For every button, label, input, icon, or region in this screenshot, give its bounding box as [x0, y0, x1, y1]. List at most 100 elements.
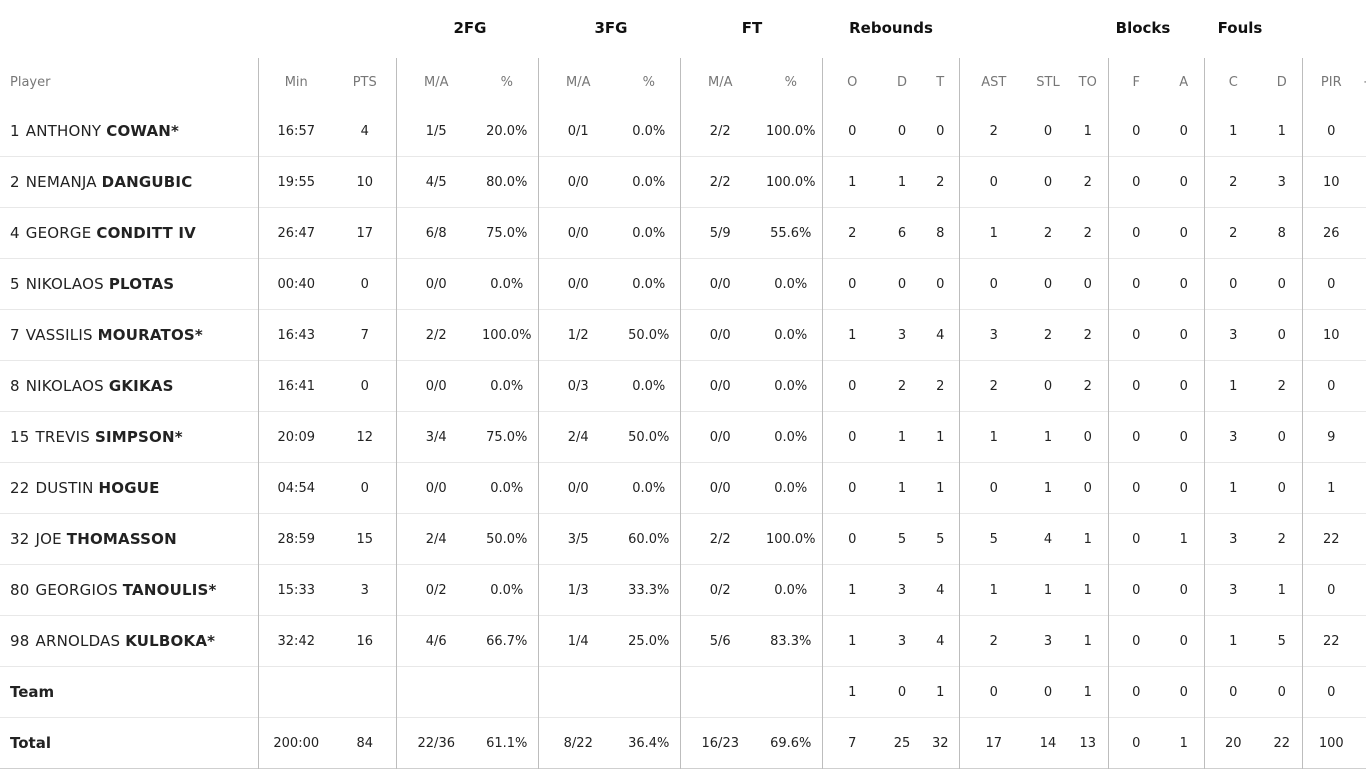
col-header-player[interactable]: Player [10, 74, 51, 90]
stat-pts: 4 [360, 123, 369, 139]
col-header-3fg-pct[interactable]: % [642, 74, 655, 90]
col-header-pts[interactable]: PTS [352, 74, 377, 90]
stat-ft-pct: 0.0% [774, 582, 808, 598]
stat-to: 0 [1083, 480, 1092, 496]
stat-2fg-pct: 0.0% [490, 480, 524, 496]
stat-blk-f: 0 [1107, 717, 1164, 769]
stat-to: 2 [1083, 327, 1092, 343]
player-name-cell[interactable]: 7 VASSILIS MOURATOS* [0, 310, 258, 361]
player-row[interactable]: 2 NEMANJA DANGUBIC 19:55 10 4/5 80.0% 0/0 0.0% 2… [0, 156, 1366, 208]
stat-reb-d: 1 [897, 429, 907, 445]
player-name-cell[interactable]: 98 ARNOLDAS KULBOKA* [0, 616, 258, 667]
stat-foul-d: 0 [1277, 327, 1286, 343]
col-header-min[interactable]: Min [257, 58, 334, 106]
stat-pir: 10 [1301, 156, 1360, 208]
stat-blk-a: 0 [1179, 582, 1188, 598]
stat-ast: 2 [958, 106, 1028, 157]
stat-reb-t: 5 [936, 531, 945, 547]
stat-pts: 0 [360, 276, 369, 292]
player-name-cell[interactable]: 4 GEORGE CONDITT IV [0, 208, 258, 259]
player-row[interactable]: 22 DUSTIN HOGUE 04:54 0 0/0 0.0% 0/0 0.0% 0/0 0.0… [0, 462, 1366, 514]
stat-pir: 9 [1301, 411, 1360, 463]
stat-min: 04:54 [257, 462, 334, 514]
col-header-plus-minus[interactable]: +/- [1360, 58, 1366, 106]
player-row[interactable]: 5 NIKOLAOS PLOTAS 00:40 0 0/0 0.0% 0/0 0.0% 0/0 0… [0, 258, 1366, 310]
player-number: 4 [10, 224, 20, 242]
player-name-cell[interactable]: 22 DUSTIN HOGUE [0, 463, 258, 514]
stat-to: 1 [1083, 582, 1092, 598]
col-header-blk-f[interactable]: F [1107, 58, 1164, 106]
player-name-cell[interactable]: 1 ANTHONY COWAN* [0, 106, 258, 157]
stat-blk-a: 1 [1179, 531, 1188, 547]
col-header-3fg-ma[interactable]: M/A [537, 58, 618, 106]
total-row-label: Total [10, 734, 51, 752]
stat-blk-f: 0 [1107, 411, 1164, 463]
col-header-2fg-pct[interactable]: % [500, 74, 513, 90]
player-row[interactable]: 80 GEORGIOS TANOULIS* 15:33 3 0/2 0.0% 1/3 33.3… [0, 564, 1366, 616]
player-name-cell[interactable]: 2 NEMANJA DANGUBIC [0, 157, 258, 208]
stat-reb-o: 0 [821, 411, 882, 463]
stat-stl: 0 [1043, 378, 1053, 394]
col-header-foul-c[interactable]: C [1203, 58, 1262, 106]
stat-min: 32:42 [257, 615, 334, 667]
player-name-cell[interactable]: 5 NIKOLAOS PLOTAS [0, 259, 258, 310]
col-header-reb-t[interactable]: T [936, 74, 945, 90]
player-row[interactable]: 1 ANTHONY COWAN* 16:57 4 1/5 20.0% 0/1 0.0% 2/2 1… [0, 106, 1366, 157]
stat-to: 1 [1083, 633, 1092, 649]
col-header-reb-d[interactable]: D [896, 74, 907, 90]
player-last-name: COWAN* [106, 122, 180, 140]
stat-reb-t: 8 [936, 225, 945, 241]
player-name-cell[interactable]: 32 JOE THOMASSON [0, 514, 258, 565]
stat-reb-o: 1 [821, 666, 882, 718]
stat-min: 16:41 [257, 360, 334, 412]
stat-foul-d: 0 [1277, 276, 1286, 292]
col-header-ft-pct[interactable]: % [784, 74, 797, 90]
stat-3fg-pct: 33.3% [628, 582, 670, 598]
stat-min: 28:59 [257, 513, 334, 565]
col-header-blk-a[interactable]: A [1179, 74, 1189, 90]
col-header-pir[interactable]: PIR [1301, 58, 1360, 106]
stat-foul-c: 3 [1203, 564, 1262, 616]
stat-pir: 0 [1301, 360, 1360, 412]
stat-2fg-pct: 61.1% [486, 735, 528, 751]
stat-ast: 0 [958, 462, 1028, 514]
col-header-to[interactable]: TO [1078, 74, 1097, 90]
stat-ft-pct: 0.0% [774, 480, 808, 496]
col-header-stl[interactable]: STL [1036, 74, 1060, 90]
stat-2fg-pct [476, 667, 538, 718]
stat-ft-pct: 0.0% [774, 327, 808, 343]
stat-reb-t: 1 [936, 429, 945, 445]
stat-ft-ma: 0/0 [679, 411, 760, 463]
stat-reb-o: 0 [821, 462, 882, 514]
player-row[interactable]: 8 NIKOLAOS GKIKAS 16:41 0 0/0 0.0% 0/3 0.0% 0/0 0… [0, 360, 1366, 412]
stat-blk-a: 0 [1179, 225, 1188, 241]
stat-2fg-pct: 0.0% [490, 276, 524, 292]
stat-reb-d: 3 [897, 633, 907, 649]
player-name-cell[interactable]: 80 GEORGIOS TANOULIS* [0, 565, 258, 616]
stat-3fg-ma: 0/1 [537, 106, 618, 157]
stat-2fg-ma: 4/6 [395, 615, 476, 667]
player-name-cell[interactable]: 15 TREVIS SIMPSON* [0, 412, 258, 463]
player-row[interactable]: 4 GEORGE CONDITT IV 26:47 17 6/8 75.0% 0/0 0.0%… [0, 207, 1366, 259]
col-header-foul-d[interactable]: D [1276, 74, 1287, 90]
stat-reb-t: 32 [931, 735, 949, 751]
stat-2fg-pct: 50.0% [486, 531, 528, 547]
player-row[interactable]: 32 JOE THOMASSON 28:59 15 2/4 50.0% 3/5 60.0% 2/… [0, 513, 1366, 565]
stat-plus-minus [1360, 310, 1366, 361]
col-header-ft-ma[interactable]: M/A [679, 58, 760, 106]
stat-reb-d: 5 [897, 531, 907, 547]
player-row[interactable]: 7 VASSILIS MOURATOS* 16:43 7 2/2 100.0% 1/2 50.… [0, 309, 1366, 361]
col-header-reb-o[interactable]: O [821, 58, 882, 106]
stat-reb-o: 0 [821, 513, 882, 565]
stat-foul-c: 3 [1203, 513, 1262, 565]
stat-min: 26:47 [257, 207, 334, 259]
col-header-ast[interactable]: AST [958, 58, 1028, 106]
col-header-2fg-ma[interactable]: M/A [395, 58, 476, 106]
stat-2fg-pct: 0.0% [490, 582, 524, 598]
player-row[interactable]: 15 TREVIS SIMPSON* 20:09 12 3/4 75.0% 2/4 50.0%… [0, 411, 1366, 463]
stat-3fg-ma: 8/22 [537, 717, 618, 769]
player-row[interactable]: 98 ARNOLDAS KULBOKA* 32:42 16 4/6 66.7% 1/4 25.… [0, 615, 1366, 667]
player-last-name: HOGUE [98, 479, 160, 497]
stat-blk-f: 0 [1107, 309, 1164, 361]
player-name-cell[interactable]: 8 NIKOLAOS GKIKAS [0, 361, 258, 412]
